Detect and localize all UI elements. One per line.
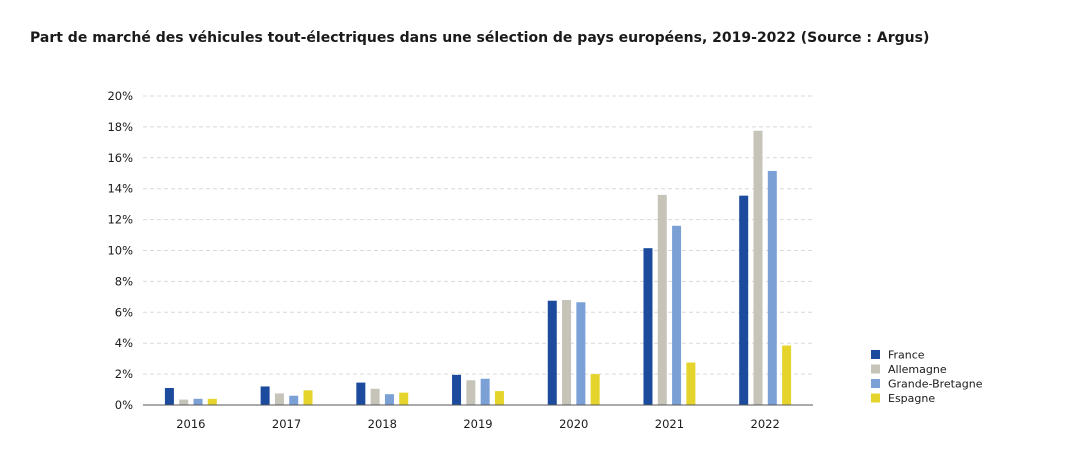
bar-grande-bretagne-2022 bbox=[767, 170, 777, 405]
bar-espagne-2021 bbox=[686, 362, 696, 405]
y-axis-tick-labels: 0% 2% 4% 6% 8% 10% 12% 14% 16% 18% 20% bbox=[107, 89, 133, 412]
bar-espagne-2019 bbox=[494, 391, 504, 405]
bar-grande-bretagne-2018 bbox=[384, 394, 394, 405]
y-tick-label: 2% bbox=[115, 367, 133, 381]
x-axis-tick-labels: 2016 2017 2018 2019 2020 2021 2022 bbox=[176, 417, 780, 431]
bar-france-2022 bbox=[739, 195, 749, 405]
legend-swatch bbox=[871, 350, 880, 359]
y-tick-label: 20% bbox=[107, 89, 133, 103]
chart-title: Part de marché des véhicules tout-électr… bbox=[30, 30, 930, 46]
bar-allemagne-2016 bbox=[179, 399, 189, 405]
bar-allemagne-2017 bbox=[274, 393, 284, 405]
legend-label: Grande-Bretagne bbox=[888, 378, 983, 391]
gridlines bbox=[143, 95, 813, 375]
bar-grande-bretagne-2016 bbox=[193, 398, 203, 405]
bar-allemagne-2020 bbox=[562, 299, 572, 405]
bar-france-2016 bbox=[164, 388, 174, 405]
x-tick-label: 2021 bbox=[655, 417, 684, 431]
y-tick-label: 0% bbox=[115, 398, 133, 412]
legend-label: Allemagne bbox=[888, 363, 947, 376]
bar-allemagne-2019 bbox=[466, 380, 476, 405]
legend-swatch bbox=[871, 393, 880, 403]
legend-label: France bbox=[888, 349, 925, 362]
bar-france-2018 bbox=[356, 382, 366, 405]
legend-swatch bbox=[871, 379, 880, 388]
bar-france-2017 bbox=[260, 386, 270, 405]
y-tick-label: 18% bbox=[107, 120, 133, 134]
bar-allemagne-2021 bbox=[657, 194, 667, 405]
bar-allemagne-2018 bbox=[370, 388, 380, 405]
bars bbox=[164, 130, 792, 405]
y-tick-label: 12% bbox=[107, 213, 133, 227]
bar-grande-bretagne-2019 bbox=[480, 378, 490, 405]
bar-espagne-2022 bbox=[782, 345, 792, 405]
y-tick-label: 8% bbox=[115, 274, 133, 288]
bar-france-2020 bbox=[547, 300, 557, 405]
bar-grande-bretagne-2021 bbox=[672, 225, 682, 405]
legend-label: Espagne bbox=[888, 392, 935, 405]
y-tick-label: 14% bbox=[107, 182, 133, 196]
bar-espagne-2017 bbox=[303, 390, 313, 405]
y-tick-label: 16% bbox=[107, 151, 133, 165]
x-tick-label: 2022 bbox=[751, 417, 780, 431]
x-tick-label: 2017 bbox=[272, 417, 301, 431]
bar-france-2021 bbox=[643, 248, 653, 405]
bar-france-2019 bbox=[452, 374, 462, 405]
y-tick-label: 4% bbox=[115, 336, 133, 350]
x-tick-label: 2019 bbox=[463, 417, 492, 431]
y-tick-label: 6% bbox=[115, 305, 133, 319]
y-tick-label: 10% bbox=[107, 244, 133, 258]
bar-espagne-2020 bbox=[590, 374, 600, 405]
bar-espagne-2018 bbox=[399, 392, 409, 405]
x-tick-label: 2020 bbox=[559, 417, 588, 431]
bar-allemagne-2022 bbox=[753, 130, 763, 405]
bar-grande-bretagne-2017 bbox=[289, 395, 299, 405]
x-tick-label: 2018 bbox=[368, 417, 397, 431]
bar-grande-bretagne-2020 bbox=[576, 302, 586, 405]
legend-swatch bbox=[871, 364, 880, 374]
x-tick-label: 2016 bbox=[176, 417, 205, 431]
bar-espagne-2016 bbox=[207, 398, 217, 405]
